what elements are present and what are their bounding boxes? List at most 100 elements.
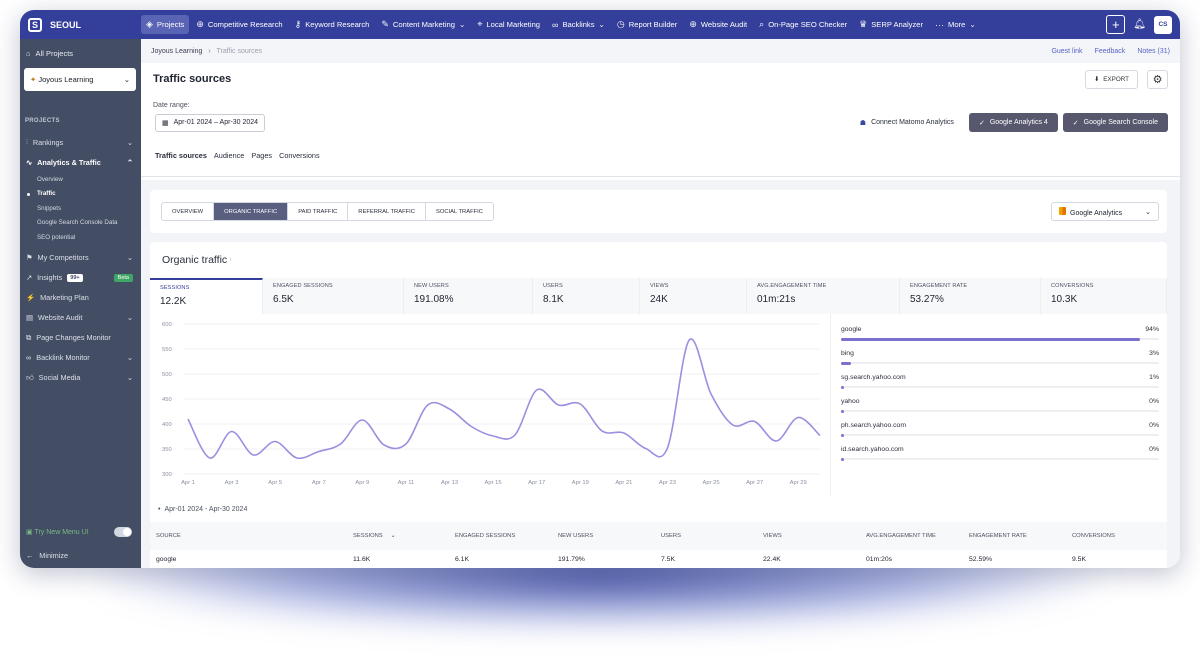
data-point[interactable] [576,400,584,408]
nav-item-report-builder[interactable]: ◷ Report Builder [612,15,682,34]
data-point[interactable] [315,448,323,456]
sidebar-item-marketing-plan[interactable]: ⚡ Marketing Plan [20,288,141,308]
notes-link[interactable]: Notes (31) [1137,47,1170,55]
sidebar-item-insights[interactable]: ↗ Insights 99+ Beta [20,268,141,288]
source-item[interactable]: sg.search.yahoo.com 1% [841,374,1159,398]
google-search-console-button[interactable]: ✓ Google Search Console [1062,113,1168,132]
data-point[interactable] [249,451,257,459]
data-point[interactable] [380,441,388,449]
metric-avg-engagement-time[interactable]: AVG.ENGAGEMENT TIME 01m:21s [747,278,900,314]
data-point[interactable] [358,416,366,424]
source-item[interactable]: ph.search.yahoo.com 0% [841,422,1159,446]
sidebar-subitem-overview[interactable]: Overview [37,175,63,183]
nav-item-content-marketing[interactable]: ✎ Content Marketing ⌄ [376,15,470,34]
metric-views[interactable]: VIEWS 24K [640,278,747,314]
table-row[interactable]: google 11.6K 6.1K 191.79% 7.5K 22.4K 01m:20s 52… [150,550,1167,568]
metric-engagement-rate[interactable]: ENGAGEMENT RATE 53.27% [900,278,1041,314]
data-point[interactable] [816,432,824,440]
column-header-new-users[interactable]: NEW USERS [552,533,655,539]
project-select[interactable]: ✦ Joyous Learning ⌄ [24,68,136,91]
export-button[interactable]: ⬇ EXPORT [1084,69,1138,89]
metric-users[interactable]: USERS 8.1K [533,278,640,314]
bell-icon[interactable]: 🔔︎ [1133,19,1146,30]
data-point[interactable] [446,405,454,413]
column-header-users[interactable]: USERS [655,533,757,539]
source-item[interactable]: bing 3% [841,350,1159,374]
segment-organic-traffic[interactable]: ORGANIC TRAFFIC [214,203,289,220]
column-header-engagement-rate[interactable]: ENGAGEMENT RATE [963,533,1066,539]
nav-item-on-page-seo-checker[interactable]: ⌕ On-Page SEO Checker [754,15,852,34]
nav-item-more[interactable]: ··· More ⌄ [930,16,981,34]
column-header-source[interactable]: SOURCE [150,533,347,539]
nav-item-website-audit[interactable]: ⊕ Website Audit [684,15,752,34]
metric-engaged-sessions[interactable]: ENGAGED SESSIONS 6.5K [263,278,404,314]
data-point[interactable] [794,414,802,422]
metric-new-users[interactable]: NEW USERS 191.08% [404,278,533,314]
data-point[interactable] [729,421,737,429]
data-point[interactable] [598,427,606,435]
sidebar-item-website-audit[interactable]: ▤ Website Audit ⌄ [20,308,141,328]
try-new-menu-toggle[interactable]: ▣ Try New Menu UI [20,522,141,542]
source-item[interactable]: id.search.yahoo.com 0% [841,446,1159,470]
info-icon[interactable]: ⁱ [230,256,232,265]
data-point[interactable] [424,401,432,409]
data-point[interactable] [293,454,301,462]
data-point[interactable] [511,431,519,439]
all-projects-link[interactable]: ⌂ All Projects [20,39,141,58]
data-point[interactable] [685,336,693,344]
settings-button[interactable]: ⚙ [1147,69,1168,89]
column-header-sessions[interactable]: SESSIONS ⌄ [347,533,449,539]
nav-item-projects[interactable]: ◈ Projects [141,15,190,34]
metric-conversions[interactable]: CONVERSIONS 10.3K [1041,278,1167,314]
data-point[interactable] [184,415,192,423]
sidebar-item-analytics-traffic[interactable]: ∿ Analytics & Traffic ⌃ [20,152,141,172]
sidebar-item-page-changes-monitor[interactable]: ⧉ Page Changes Monitor [20,328,141,348]
segment-social-traffic[interactable]: SOCIAL TRAFFIC [435,208,483,215]
analytics-source-select[interactable]: Google Analytics ⌄ [1051,202,1159,221]
data-point[interactable] [228,428,236,436]
tab-traffic-sources[interactable]: Traffic sources [155,151,207,160]
source-item[interactable]: yahoo 0% [841,398,1159,422]
column-header-engaged-sessions[interactable]: ENGAGED SESSIONS [449,533,552,539]
segment-referral-traffic[interactable]: REFERRAL TRAFFIC [348,203,426,220]
connect-matomo-button[interactable]: ☗ Connect Matomo Analytics [850,113,964,132]
feedback-link[interactable]: Feedback [1094,47,1126,55]
data-point[interactable] [206,454,214,462]
add-button[interactable]: + [1106,15,1126,34]
tab-audience[interactable]: Audience [213,151,245,160]
column-header-avg-engagement-time[interactable]: AVG.ENGAGEMENT TIME [860,533,963,539]
data-point[interactable] [642,445,650,453]
guest-link[interactable]: Guest link [1051,47,1083,55]
nav-item-keyword-research[interactable]: ⚷ Keyword Research [290,15,375,34]
data-point[interactable] [337,440,345,448]
data-point[interactable] [663,444,671,452]
nav-item-serp-analyzer[interactable]: ♛ SERP Analyzer [854,15,928,34]
segment-paid-traffic[interactable]: PAID TRAFFIC [288,203,349,220]
sidebar-subitem-seo-potential[interactable]: SEO potential [37,233,76,241]
toggle-switch[interactable] [114,527,132,537]
date-range-picker[interactable]: ▦ Apr-01 2024 – Apr-30 2024 [155,113,266,132]
sidebar-subitem-google-search-console-data[interactable]: Google Search Console Data [37,219,118,227]
breadcrumb-project[interactable]: Joyous Learning [151,47,203,55]
data-point[interactable] [533,386,541,394]
data-point[interactable] [751,418,759,426]
data-point[interactable] [467,423,475,431]
data-point[interactable] [707,390,715,398]
data-point[interactable] [402,440,410,448]
brand[interactable]: S SEOUL [20,10,141,39]
avatar[interactable]: CS [1154,15,1172,34]
segment-overview[interactable]: OVERVIEW [162,203,215,220]
google-analytics-4-button[interactable]: ✓ Google Analytics 4 [968,113,1058,132]
sidebar-item-my-competitors[interactable]: ⚑ My Competitors ⌄ [20,248,141,268]
nav-item-local-marketing[interactable]: ⌖ Local Marketing [472,15,545,34]
tab-conversions[interactable]: Conversions [279,151,320,160]
metric-sessions[interactable]: SESSIONS 12.2K [150,278,263,314]
sidebar-item-backlink-monitor[interactable]: ∞ Backlink Monitor ⌄ [20,348,141,368]
minimize-button[interactable]: ← Minimize [20,542,141,568]
data-point[interactable] [489,432,497,440]
sidebar-subitem-snippets[interactable]: Snippets [37,204,62,212]
sidebar-item-rankings[interactable]: ⫶ Rankings ⌄ [20,132,141,152]
data-point[interactable] [620,429,628,437]
sidebar-subitem-traffic[interactable]: Traffic [20,187,141,202]
sidebar-item-social-media[interactable]: 👍︎ Social Media ⌄ [20,368,141,388]
